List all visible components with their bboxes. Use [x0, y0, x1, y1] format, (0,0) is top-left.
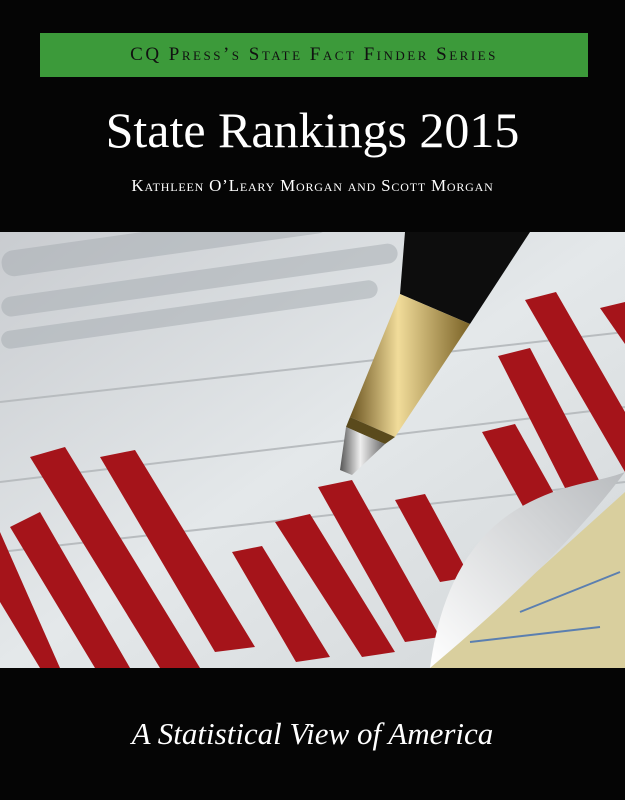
- tagline: A Statistical View of America: [131, 716, 494, 751]
- authors: Kathleen O’Leary Morgan and Scott Morgan: [131, 176, 494, 195]
- page-curl: [430, 472, 625, 668]
- cover-photo: [0, 232, 625, 668]
- title: State Rankings 2015: [105, 102, 520, 158]
- pen: [340, 232, 530, 475]
- series-band: CQ Press’s State Fact Finder Series: [40, 33, 588, 77]
- series-name: CQ Press’s State Fact Finder Series: [130, 44, 498, 65]
- blurred-text: [1, 232, 398, 349]
